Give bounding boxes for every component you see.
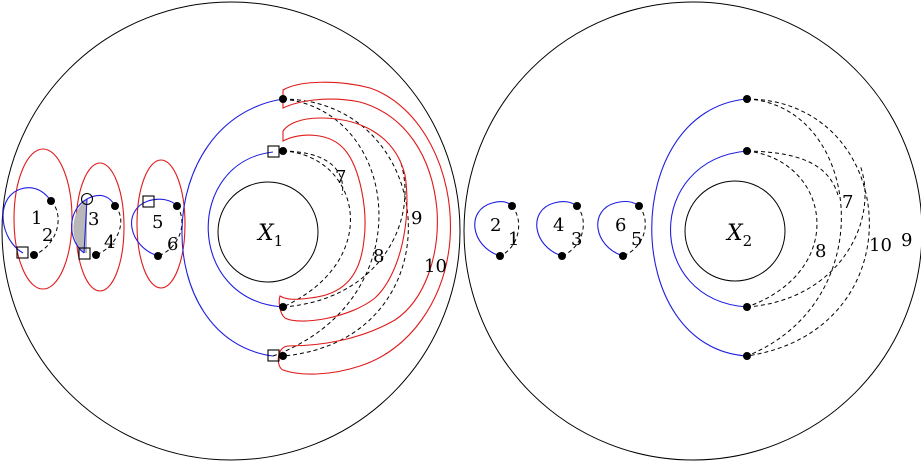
label-r-9: 9 <box>901 230 912 251</box>
vertex-r3-top <box>635 202 643 210</box>
vertex-x1-bottom-inner <box>279 303 287 311</box>
label-r-6: 6 <box>615 215 626 236</box>
vertex-r2-top <box>573 202 581 210</box>
vertex-3-top <box>111 202 119 210</box>
shaded-region-3-4 <box>73 199 87 253</box>
dashed-arc-9b <box>282 159 406 308</box>
vertex-2-bottom <box>30 251 38 259</box>
dashed-arc-2-1 <box>499 205 520 257</box>
dashed-arc-r8 <box>746 150 818 308</box>
vertex-4-bottom <box>92 251 100 259</box>
dashed-arc-9 <box>272 98 380 357</box>
label-7: 7 <box>335 167 346 188</box>
label-3: 3 <box>88 209 99 230</box>
blue-arc-outer-left <box>181 98 284 357</box>
label-6: 6 <box>167 234 178 255</box>
dashed-arc-1-2 <box>33 200 59 256</box>
dashed-arc-r7 <box>746 150 839 196</box>
left-outer-disk <box>1 1 461 461</box>
left-handle-1-2: 1 2 <box>2 148 73 290</box>
red-ellipse-1-2 <box>13 148 73 290</box>
dashed-arc-8 <box>282 150 351 308</box>
vertex-x2-top-outer <box>743 95 751 103</box>
right-handle-6-5: 6 5 <box>597 201 646 260</box>
label-10: 10 <box>424 256 447 277</box>
square-marker-x1-top <box>267 145 280 158</box>
vertex-x2-bottom-inner <box>743 303 751 311</box>
blue-arc-4-3 <box>536 201 578 257</box>
dashed-arc-7 <box>282 150 344 196</box>
vertex-6-bottom <box>154 252 162 260</box>
label-r-4: 4 <box>553 215 564 236</box>
right-handle-2-1: 2 1 <box>474 201 520 260</box>
label-r-8: 8 <box>815 241 826 262</box>
label-2: 2 <box>42 225 53 246</box>
right-handle-4-3: 4 3 <box>536 201 584 260</box>
label-8: 8 <box>373 246 384 267</box>
label-5: 5 <box>152 212 163 233</box>
blue-arc-6-5 <box>597 201 640 257</box>
blue-arc-inner-left <box>207 151 284 308</box>
vertex-1-top <box>47 197 55 205</box>
right-inner-disk-x2 <box>684 180 786 282</box>
square-marker-x1-bottom <box>267 349 280 362</box>
label-r-7: 7 <box>842 192 853 213</box>
label-4: 4 <box>104 232 115 253</box>
square-marker-5 <box>142 195 155 208</box>
red-ellipse-5-6 <box>136 159 186 289</box>
blue-arc-2-1 <box>474 201 513 257</box>
dashed-arc-r10 <box>746 98 842 357</box>
vertex-x1-bottom-outer <box>279 352 287 360</box>
red-curve-inner <box>278 117 408 322</box>
label-x2: X2 <box>725 221 752 250</box>
dashed-arc-4-3 <box>561 205 584 257</box>
label-1: 1 <box>31 208 42 229</box>
left-panel: X1 1 2 3 4 <box>1 1 461 461</box>
circle-marker-3 <box>80 192 94 206</box>
vertex-5-top <box>173 202 181 210</box>
vertex-x1-top-inner <box>279 147 287 155</box>
right-outer-disk <box>463 1 921 461</box>
label-r-5: 5 <box>631 229 642 250</box>
label-r-2: 2 <box>490 215 501 236</box>
left-inner-disk-x1 <box>217 181 319 283</box>
label-r-10: 10 <box>869 235 892 256</box>
left-handle-5-6: 5 6 <box>131 159 186 289</box>
vertex-x1-top-outer <box>279 95 287 103</box>
left-handle-3-4: 3 4 <box>71 162 125 292</box>
vertex-r1-bottom <box>496 252 504 260</box>
square-marker-4 <box>78 247 91 260</box>
label-r-1: 1 <box>508 229 519 250</box>
label-r-3: 3 <box>571 229 582 250</box>
blue-arc-1-2 <box>2 187 52 254</box>
label-x1: X1 <box>256 221 283 250</box>
dashed-arc-5-6 <box>157 205 183 257</box>
dashed-arc-r9 <box>746 98 870 357</box>
blue-chord-3-4 <box>83 198 88 254</box>
vertex-r2-bottom <box>558 252 566 260</box>
vertex-r1-top <box>508 202 516 210</box>
vertex-r3-bottom <box>619 252 627 260</box>
vertex-x2-top-inner <box>743 147 751 155</box>
dashed-arc-10 <box>282 98 409 357</box>
square-marker-1-2 <box>16 246 29 259</box>
blue-arc-inner-right <box>670 150 748 308</box>
vertex-x2-bottom-outer <box>743 352 751 360</box>
dashed-arc-3-4 <box>95 205 122 256</box>
blue-arc-5-6 <box>131 198 178 257</box>
right-panel: X2 2 1 4 3 6 5 <box>463 1 921 461</box>
label-9: 9 <box>411 208 422 229</box>
blue-arc-outer-right <box>651 98 748 357</box>
dashed-arc-6-5 <box>622 205 646 257</box>
